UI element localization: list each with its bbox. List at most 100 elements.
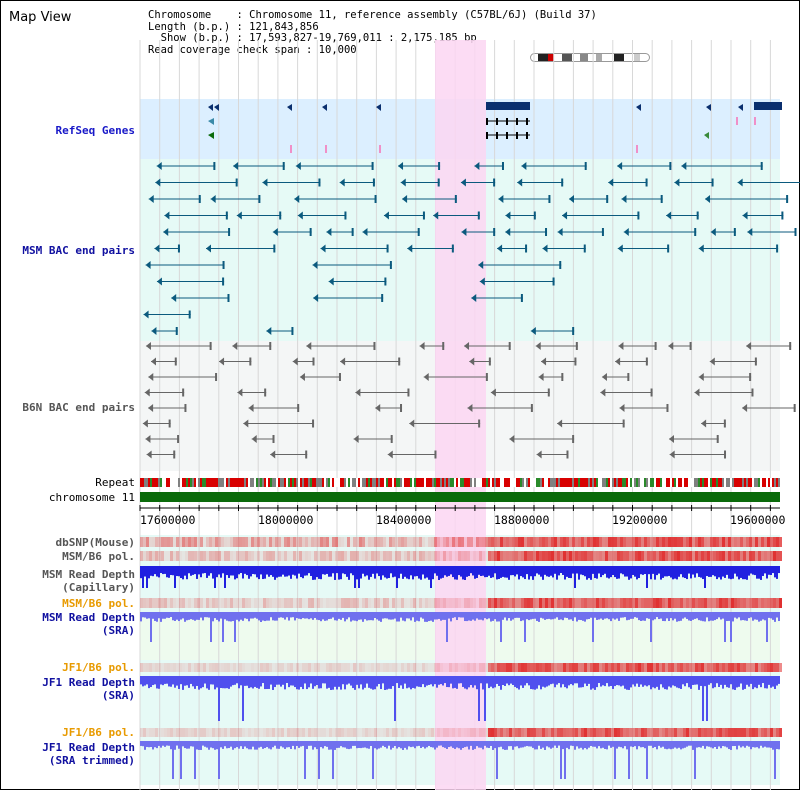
bac-end xyxy=(381,294,384,302)
polymorphism-cell xyxy=(467,598,470,608)
polymorphism-cell xyxy=(476,663,479,672)
depth-bar xyxy=(630,612,632,619)
depth-bar xyxy=(154,676,156,685)
repeat-element xyxy=(632,478,634,487)
features[interactable] xyxy=(139,102,800,779)
polymorphism-cell xyxy=(149,663,152,672)
depth-bar xyxy=(612,741,614,747)
depth-bar xyxy=(370,566,372,577)
polymorphism-cell xyxy=(353,598,356,608)
polymorphism-cell xyxy=(566,537,569,547)
depth-bar xyxy=(572,741,574,746)
depth-bar xyxy=(278,676,280,685)
depth-bar xyxy=(286,741,288,748)
polymorphism-cell xyxy=(146,728,149,737)
polymorphism-cell xyxy=(458,598,461,608)
depth-bar xyxy=(602,741,604,748)
depth-bar xyxy=(292,566,294,575)
chromosome-ideogram[interactable] xyxy=(530,53,650,62)
polymorphism-cell xyxy=(602,728,605,737)
repeat-element xyxy=(504,478,506,487)
depth-bar xyxy=(358,676,360,689)
polymorphism-cell xyxy=(344,663,347,672)
depth-bar xyxy=(652,676,654,688)
depth-bar xyxy=(244,612,246,619)
depth-bar xyxy=(776,566,778,579)
polymorphism-cell xyxy=(698,728,701,737)
depth-bar xyxy=(156,566,158,577)
polymorphism-cell xyxy=(176,663,179,672)
depth-bar xyxy=(530,676,532,690)
depth-bar xyxy=(770,612,772,619)
repeat-element xyxy=(620,478,622,487)
depth-bar xyxy=(748,612,750,619)
depth-bar xyxy=(226,676,228,689)
depth-bar xyxy=(230,612,232,622)
bac-end xyxy=(650,388,653,397)
depth-bar xyxy=(702,676,704,721)
polymorphism-cell xyxy=(323,537,326,547)
depth-bar xyxy=(338,566,340,580)
polymorphism-cell xyxy=(611,728,614,737)
polymorphism-cell xyxy=(371,663,374,672)
polymorphism-cell xyxy=(533,663,536,672)
polymorphism-cell xyxy=(182,551,185,561)
polymorphism-cell xyxy=(206,728,209,737)
repeat-element xyxy=(348,478,350,487)
depth-bar xyxy=(236,676,238,684)
polymorphism-cell xyxy=(452,551,455,561)
depth-bar xyxy=(402,741,404,750)
depth-bar xyxy=(632,741,634,748)
polymorphism-cell xyxy=(314,537,317,547)
axis-tick-label: 19600000 xyxy=(730,513,786,527)
depth-bar xyxy=(748,566,750,576)
polymorphism-cell xyxy=(653,537,656,547)
depth-bar xyxy=(584,676,586,684)
polymorphism-cell xyxy=(341,598,344,608)
polymorphism-cell xyxy=(305,598,308,608)
polymorphism-cell xyxy=(275,598,278,608)
depth-bar xyxy=(298,741,300,748)
polymorphism-cell xyxy=(554,537,557,547)
depth-bar xyxy=(756,676,758,689)
polymorphism-cell xyxy=(677,551,680,561)
depth-bar xyxy=(142,676,144,687)
depth-bar xyxy=(702,612,704,622)
depth-bar xyxy=(262,676,264,684)
depth-bar xyxy=(322,612,324,620)
depth-bar xyxy=(504,676,506,686)
polymorphism-cell xyxy=(680,728,683,737)
bac-end xyxy=(318,178,321,187)
bac-end xyxy=(279,211,282,220)
polymorphism-cell xyxy=(722,598,725,608)
depth-bar xyxy=(508,566,510,580)
depth-bar xyxy=(252,566,254,575)
polymorphism-cell xyxy=(236,537,239,547)
depth-bar xyxy=(362,676,364,690)
polymorphism-cell xyxy=(200,663,203,672)
bac-end xyxy=(400,404,403,412)
polymorphism-cell xyxy=(629,598,632,608)
depth-bar xyxy=(146,612,148,619)
depth-bar xyxy=(714,566,716,577)
bac-end xyxy=(521,162,527,170)
polymorphism-cell xyxy=(632,537,635,547)
depth-bar xyxy=(640,566,642,575)
bac-end xyxy=(375,404,381,412)
depth-bar xyxy=(324,741,326,747)
polymorphism-cell xyxy=(227,598,230,608)
depth-bar xyxy=(722,612,724,619)
polymorphism-cell xyxy=(668,537,671,547)
depth-bar xyxy=(422,741,424,747)
bac-end xyxy=(155,178,161,187)
polymorphism-cell xyxy=(179,728,182,737)
bac-end xyxy=(438,162,441,170)
depth-bar xyxy=(226,612,228,621)
polymorphism-cell xyxy=(356,537,359,547)
depth-bar xyxy=(244,676,246,686)
repeat-element xyxy=(508,478,510,487)
polymorphism-cell xyxy=(269,598,272,608)
polymorphism-cell xyxy=(284,537,287,547)
depth-bar xyxy=(746,741,748,746)
